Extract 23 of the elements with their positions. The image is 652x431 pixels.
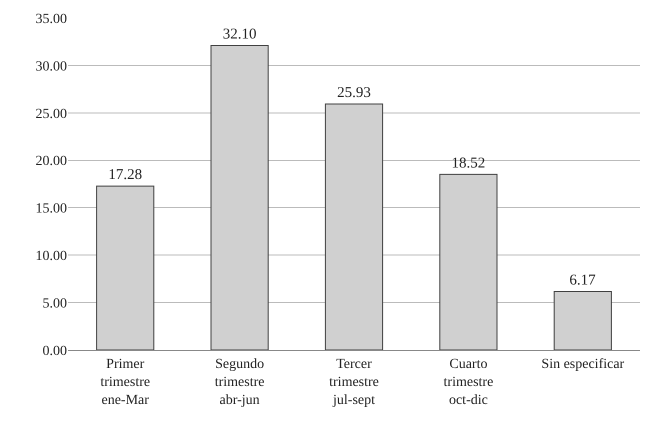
bar bbox=[210, 45, 269, 350]
y-tick-label: 25.00 bbox=[36, 106, 67, 122]
bar bbox=[439, 174, 498, 350]
x-tick-label: Tercer trimestre jul-sept bbox=[329, 356, 379, 408]
y-tick-label: 15.00 bbox=[36, 202, 67, 217]
y-tick-label: 30.00 bbox=[36, 59, 67, 74]
y-tick-label: 5.00 bbox=[42, 296, 67, 312]
data-label: 6.17 bbox=[569, 272, 596, 288]
x-tick-label: Primer trimestre ene-Mar bbox=[100, 356, 150, 408]
x-tick-label: Sin especificar bbox=[541, 356, 625, 372]
bar bbox=[96, 186, 154, 350]
y-tick-label: 20.00 bbox=[36, 154, 67, 170]
bar bbox=[554, 290, 612, 350]
x-tick-label: Cuarto trimestre oct-dic bbox=[444, 356, 494, 408]
bar bbox=[324, 104, 384, 350]
y-tick-label: 35.00 bbox=[36, 12, 67, 27]
data-label: 25.93 bbox=[337, 85, 371, 102]
data-label: 32.10 bbox=[222, 26, 256, 43]
data-label: 18.52 bbox=[452, 155, 486, 172]
x-tick-label: Segundo trimestre abr-jun bbox=[214, 356, 264, 408]
y-tick-label: 0.00 bbox=[42, 344, 67, 359]
y-tick-label: 10.00 bbox=[36, 249, 67, 264]
data-label: 17.28 bbox=[108, 167, 142, 184]
